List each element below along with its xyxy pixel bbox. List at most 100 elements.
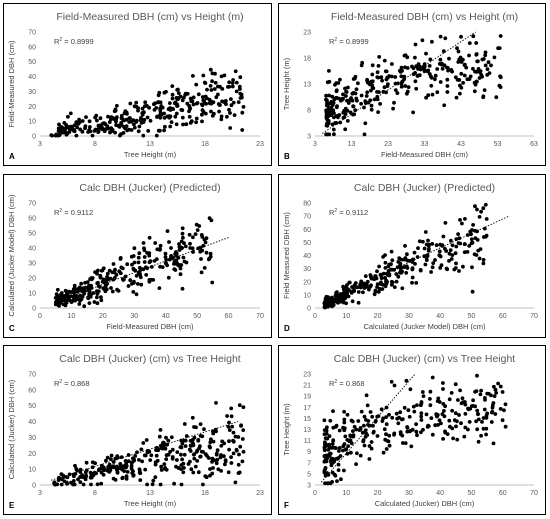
data-point <box>175 450 180 454</box>
data-point <box>195 228 200 232</box>
data-point <box>339 477 343 482</box>
data-point <box>344 287 348 291</box>
data-point <box>137 467 142 472</box>
data-point <box>459 71 464 76</box>
y-tick-label: 40 <box>28 74 36 81</box>
data-point <box>54 132 59 137</box>
data-point <box>481 416 486 420</box>
data-point <box>227 80 232 85</box>
data-point <box>412 409 417 414</box>
chart-title: Calc DBH (Jucker) (Predicted) <box>79 182 220 194</box>
data-point <box>362 132 367 137</box>
data-point <box>438 57 443 62</box>
data-point <box>341 425 345 430</box>
data-point <box>162 441 166 445</box>
data-point <box>404 264 409 269</box>
data-point <box>403 244 407 248</box>
data-point <box>136 108 140 113</box>
data-point <box>330 103 335 107</box>
data-point <box>176 91 181 95</box>
chart-e-svg: Calc DBH (Jucker) (cm) vs Tree Height 3 8 1… <box>7 353 264 510</box>
data-point <box>384 422 389 427</box>
data-point <box>462 434 467 439</box>
data-point <box>348 98 352 102</box>
data-point <box>450 253 455 257</box>
data-point <box>349 418 354 423</box>
data-point <box>185 101 190 106</box>
data-point <box>62 121 67 125</box>
data-point <box>375 282 380 286</box>
y-tick-label: 21 <box>303 383 311 390</box>
data-point <box>238 75 243 80</box>
data-point <box>205 87 209 92</box>
data-point <box>438 254 443 259</box>
data-point <box>170 92 175 97</box>
data-point <box>104 278 109 283</box>
data-point <box>405 55 410 60</box>
data-point <box>396 274 401 279</box>
data-point <box>331 127 336 132</box>
data-point <box>238 444 243 449</box>
data-point <box>323 466 328 470</box>
y-tick-label: 30 <box>303 266 311 273</box>
data-point <box>215 457 220 462</box>
data-point <box>413 79 418 84</box>
data-point <box>158 243 163 248</box>
data-point <box>82 304 87 309</box>
chart-panel-b: Field-Measured DBH (cm) vs Height (m) 3 13… <box>278 3 546 166</box>
data-point <box>141 241 146 245</box>
data-point <box>433 423 438 428</box>
data-point <box>187 114 192 119</box>
data-point <box>388 267 393 272</box>
data-point <box>365 90 370 95</box>
data-point <box>419 414 424 419</box>
data-point <box>126 459 131 464</box>
data-point <box>466 427 470 432</box>
data-point <box>233 480 238 485</box>
data-point <box>187 232 192 237</box>
data-point <box>88 125 92 129</box>
data-point <box>400 286 405 291</box>
data-point <box>159 464 164 469</box>
data-point <box>155 247 160 252</box>
data-point <box>182 422 187 426</box>
x-tick-label: 20 <box>374 490 382 497</box>
data-point <box>92 129 97 133</box>
data-point <box>500 390 505 394</box>
data-point <box>62 479 67 484</box>
x-axis-label: Calculated (Jucker) DBH (cm) <box>375 499 475 508</box>
data-point <box>167 114 171 118</box>
data-point <box>429 75 434 80</box>
data-point <box>124 476 129 481</box>
data-point <box>370 72 375 77</box>
data-point <box>124 464 129 468</box>
data-point <box>399 84 404 89</box>
data-point <box>239 424 243 428</box>
data-point <box>383 437 388 442</box>
data-point <box>106 114 110 119</box>
data-point <box>164 435 168 440</box>
data-point <box>56 129 61 133</box>
data-point <box>154 133 159 138</box>
data-point <box>498 384 503 389</box>
data-point <box>339 98 343 103</box>
data-point <box>356 290 361 294</box>
data-point <box>399 65 404 70</box>
data-point <box>183 244 188 249</box>
data-point <box>217 102 222 107</box>
data-point <box>183 444 188 448</box>
data-point <box>140 106 145 111</box>
data-point <box>398 432 403 436</box>
x-tick-label: 13 <box>146 490 154 497</box>
data-point <box>401 265 406 269</box>
data-point <box>177 248 182 252</box>
data-point <box>179 239 184 244</box>
data-point <box>60 129 64 133</box>
data-point <box>138 118 143 123</box>
data-point <box>139 282 144 287</box>
data-point <box>155 114 160 119</box>
data-point <box>343 106 348 111</box>
data-point <box>384 279 388 284</box>
x-tick-label: 18 <box>201 490 209 497</box>
data-point <box>322 445 327 449</box>
